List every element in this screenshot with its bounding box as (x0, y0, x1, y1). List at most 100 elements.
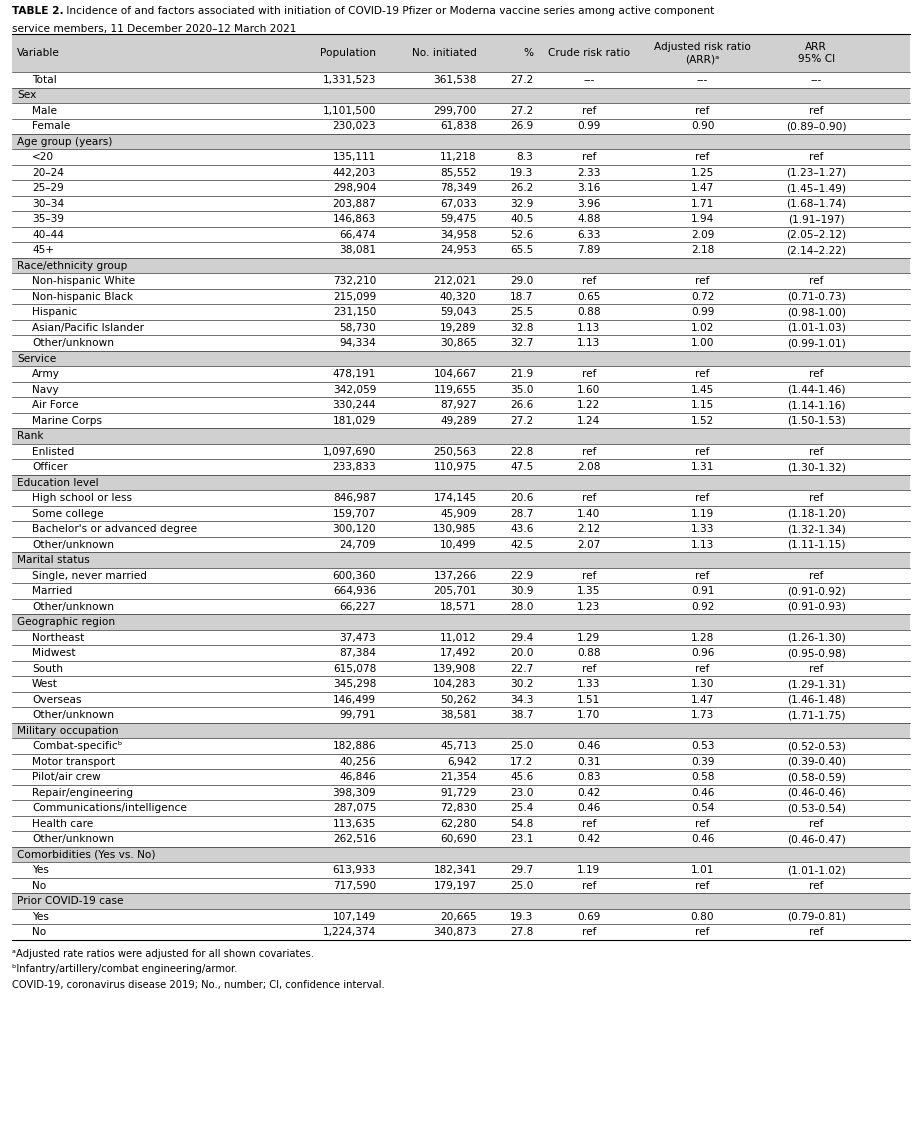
Text: Comorbidities (Yes vs. No): Comorbidities (Yes vs. No) (17, 849, 155, 860)
Text: ref: ref (581, 106, 596, 115)
Text: 18.7: 18.7 (509, 292, 533, 302)
Bar (12, 429, 909, 444)
Text: (1.01-1.02): (1.01-1.02) (786, 865, 845, 875)
Text: No. initiated: No. initiated (412, 48, 476, 58)
Text: 0.96: 0.96 (690, 648, 713, 658)
Text: 1.23: 1.23 (576, 602, 600, 612)
Text: 1.00: 1.00 (690, 338, 713, 348)
Text: 66,474: 66,474 (339, 230, 376, 240)
Bar (12, 274, 909, 290)
Text: 300,120: 300,120 (332, 525, 376, 534)
Text: 72,830: 72,830 (439, 803, 476, 813)
Text: 46,846: 46,846 (339, 772, 376, 783)
Text: 231,150: 231,150 (333, 308, 376, 318)
Text: 0.39: 0.39 (690, 757, 713, 767)
Text: ref: ref (808, 927, 823, 938)
Bar (12, 181, 909, 196)
Text: 25.0: 25.0 (509, 741, 533, 751)
Text: 846,987: 846,987 (333, 493, 376, 503)
Text: 342,059: 342,059 (333, 385, 376, 395)
Text: 0.88: 0.88 (576, 308, 600, 318)
Text: ref: ref (808, 881, 823, 891)
Text: (0.53-0.54): (0.53-0.54) (786, 803, 845, 813)
Bar (12, 614, 909, 630)
Text: 159,707: 159,707 (333, 509, 376, 519)
Text: Rank: Rank (17, 431, 43, 441)
Text: (1.91–197): (1.91–197) (787, 214, 844, 224)
Text: 1.51: 1.51 (577, 694, 600, 705)
Text: 65.5: 65.5 (509, 245, 533, 256)
Text: 203,887: 203,887 (332, 199, 376, 209)
Bar (12, 382, 909, 397)
Text: ref: ref (695, 881, 709, 891)
Text: ARR: ARR (804, 42, 826, 52)
Bar (12, 723, 909, 739)
Text: 107,149: 107,149 (333, 912, 376, 922)
Text: 8.3: 8.3 (516, 153, 533, 162)
Text: 30–34: 30–34 (32, 199, 64, 209)
Bar (12, 815, 909, 831)
Text: 2.33: 2.33 (576, 167, 600, 178)
Text: 1.73: 1.73 (690, 710, 713, 720)
Text: 615,078: 615,078 (333, 664, 376, 674)
Text: ref: ref (695, 447, 709, 457)
Text: 442,203: 442,203 (333, 167, 376, 178)
Text: 27.2: 27.2 (509, 106, 533, 115)
Text: service members, 11 December 2020–12 March 2021: service members, 11 December 2020–12 Mar… (12, 24, 296, 34)
Bar (12, 366, 909, 382)
Text: 34.3: 34.3 (509, 694, 533, 705)
Bar (12, 521, 909, 537)
Text: ref: ref (581, 819, 596, 829)
Bar (12, 831, 909, 847)
Text: 23.0: 23.0 (509, 788, 533, 797)
Text: 0.46: 0.46 (576, 803, 600, 813)
Text: (0.46-0.46): (0.46-0.46) (786, 788, 845, 797)
Text: 478,191: 478,191 (333, 369, 376, 379)
Bar (12, 537, 909, 553)
Text: ref: ref (695, 153, 709, 162)
Text: 104,667: 104,667 (433, 369, 476, 379)
Text: 0.69: 0.69 (576, 912, 600, 922)
Text: High school or less: High school or less (32, 493, 131, 503)
Text: Education level: Education level (17, 477, 98, 487)
Text: 1.22: 1.22 (577, 400, 600, 411)
Text: 1.35: 1.35 (576, 586, 600, 596)
Text: 345,298: 345,298 (333, 680, 376, 689)
Text: COVID-19, coronavirus disease 2019; No., number; CI, confidence interval.: COVID-19, coronavirus disease 2019; No.,… (12, 979, 384, 990)
Text: ref: ref (808, 447, 823, 457)
Text: (1.50-1.53): (1.50-1.53) (786, 416, 845, 425)
Text: 62,280: 62,280 (439, 819, 476, 829)
Text: Bachelor's or advanced degree: Bachelor's or advanced degree (32, 525, 197, 534)
Text: 1.25: 1.25 (690, 167, 713, 178)
Text: 250,563: 250,563 (433, 447, 476, 457)
Text: (2.05–2.12): (2.05–2.12) (785, 230, 845, 240)
Text: 10,499: 10,499 (439, 539, 476, 550)
Text: Army: Army (32, 369, 60, 379)
Text: 664,936: 664,936 (333, 586, 376, 596)
Text: (1.11-1.15): (1.11-1.15) (786, 539, 845, 550)
Text: ᵃAdjusted rate ratios were adjusted for all shown covariates.: ᵃAdjusted rate ratios were adjusted for … (12, 949, 313, 959)
Bar (12, 739, 909, 754)
Text: 59,043: 59,043 (439, 308, 476, 318)
Bar (12, 661, 909, 676)
Text: No: No (32, 881, 46, 891)
Text: 361,538: 361,538 (433, 75, 476, 85)
Text: 233,833: 233,833 (332, 463, 376, 473)
Text: 24,709: 24,709 (339, 539, 376, 550)
Text: 0.91: 0.91 (690, 586, 713, 596)
Text: ref: ref (808, 493, 823, 503)
Text: <20: <20 (32, 153, 54, 162)
Text: %: % (523, 48, 533, 58)
Text: 1.01: 1.01 (690, 865, 713, 875)
Text: 1.94: 1.94 (690, 214, 713, 224)
Text: Marine Corps: Marine Corps (32, 416, 102, 425)
Text: ref: ref (581, 276, 596, 286)
Text: 0.54: 0.54 (690, 803, 713, 813)
Text: 19,289: 19,289 (439, 322, 476, 333)
Text: Other/unknown: Other/unknown (32, 539, 114, 550)
Bar (12, 630, 909, 646)
Text: 38,081: 38,081 (339, 245, 376, 256)
Text: 29.0: 29.0 (509, 276, 533, 286)
Text: ref: ref (695, 369, 709, 379)
Text: Marital status: Marital status (17, 555, 90, 566)
